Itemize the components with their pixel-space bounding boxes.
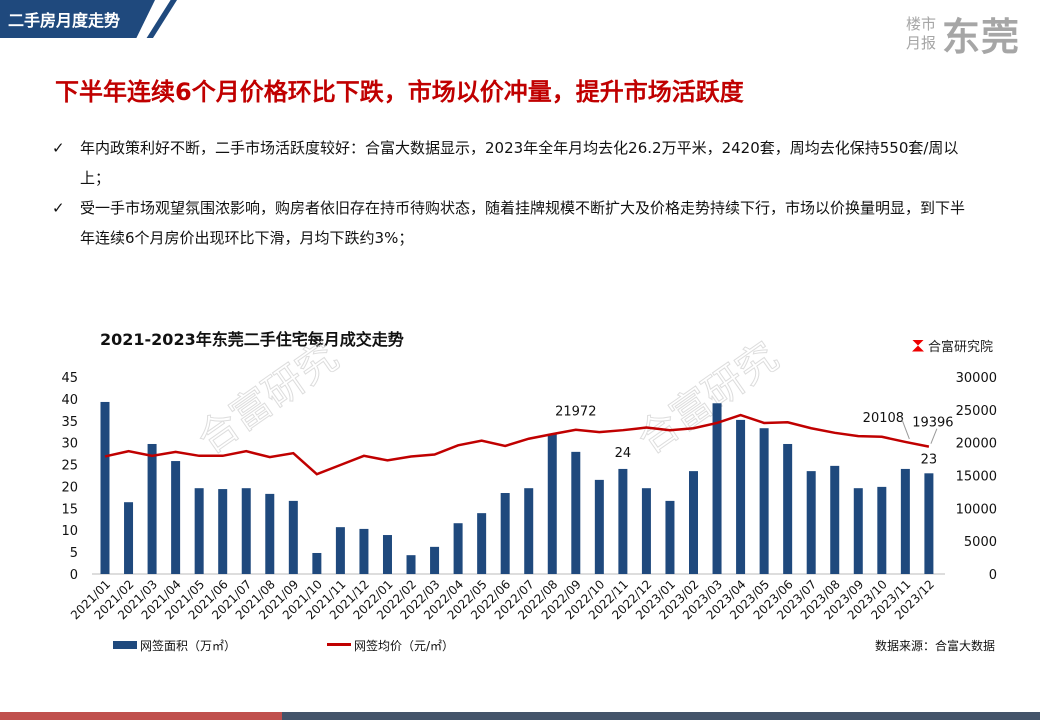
- y-right-tick-label: 5000: [964, 535, 997, 550]
- legend-swatch-price: [327, 643, 351, 646]
- y-left-tick-label: 5: [70, 546, 78, 561]
- y-left-tick-label: 20: [61, 480, 78, 495]
- bullet-item: ✓ 年内政策利好不断，二手市场活跃度较好：合富大数据显示，2023年全年月均去化2…: [52, 133, 972, 193]
- y-right-tick-label: 20000: [956, 437, 997, 452]
- y-left-tick-label: 45: [61, 371, 78, 386]
- bar: [641, 488, 651, 574]
- bar: [359, 528, 369, 574]
- brand-small-2: 月报: [905, 33, 936, 52]
- y-left-tick-label: 30: [61, 437, 78, 452]
- y-right-tick-label: 15000: [956, 470, 997, 485]
- y-left-tick-label: 10: [61, 524, 78, 539]
- section-title: 二手房月度走势: [8, 11, 121, 30]
- bar: [500, 493, 510, 574]
- bar: [241, 488, 251, 574]
- data-label: 19396: [912, 416, 953, 431]
- check-icon: ✓: [52, 139, 65, 157]
- bar: [218, 489, 228, 574]
- y-right-tick-label: 30000: [956, 371, 997, 386]
- bar: [830, 465, 840, 574]
- y-right-tick-label: 10000: [956, 502, 997, 517]
- bar: [171, 461, 181, 574]
- bar: [524, 488, 534, 574]
- bar: [571, 451, 581, 574]
- page-title: 下半年连续6个月价格环比下跌，市场以价冲量，提升市场活跃度: [55, 78, 744, 106]
- bar: [594, 479, 604, 574]
- chart-title: 2021-2023年东莞二手住宅每月成交走势: [100, 330, 404, 349]
- data-label: 20108: [863, 411, 904, 426]
- brand-small-1: 楼市: [905, 14, 936, 33]
- y-right-tick-label: 25000: [956, 404, 997, 419]
- bar: [806, 471, 816, 574]
- y-left-tick-label: 0: [70, 568, 78, 583]
- bar: [618, 468, 628, 574]
- leader-line: [900, 417, 910, 440]
- bar: [406, 555, 416, 574]
- watermark: 合富研究: [189, 334, 346, 463]
- data-label: 23: [921, 452, 938, 467]
- bar: [312, 552, 322, 574]
- legend-label-area: 网签面积（万㎡）: [140, 638, 236, 653]
- bar: [147, 443, 157, 574]
- bar: [453, 523, 463, 574]
- check-icon: ✓: [52, 199, 65, 217]
- bar: [100, 401, 110, 574]
- bar: [689, 471, 698, 574]
- source-logo: 合富研究院: [912, 336, 993, 355]
- bar: [900, 468, 910, 574]
- bar: [430, 546, 440, 574]
- y-left-tick-label: 40: [61, 393, 78, 408]
- footer-bar-red: [0, 712, 282, 720]
- y-left-tick-label: 35: [61, 415, 78, 430]
- data-label: 24: [615, 446, 632, 461]
- source-logo-text: 合富研究院: [928, 340, 994, 355]
- bar: [736, 419, 746, 574]
- bar: [124, 502, 134, 574]
- y-left-tick-label: 15: [61, 502, 78, 517]
- bar: [924, 473, 934, 574]
- leader-line: [930, 428, 938, 444]
- source-note: 数据来源：合富大数据: [875, 638, 995, 653]
- bar: [712, 403, 722, 574]
- bar: [265, 493, 275, 574]
- section-banner: [0, 0, 155, 38]
- y-right-tick-label: 0: [989, 568, 997, 583]
- bullet-text: 受一手市场观望氛围浓影响，购房者依旧存在持币待购状态，随着挂牌规模不断扩大及价格…: [80, 199, 966, 247]
- price-line: [104, 413, 930, 476]
- bar: [288, 500, 298, 574]
- bar: [194, 488, 204, 574]
- bar: [783, 443, 793, 574]
- footer-bar-blue: [282, 712, 1040, 720]
- bar: [335, 527, 345, 574]
- data-label: 21972: [555, 405, 596, 420]
- bar: [759, 428, 769, 574]
- legend-swatch-area: [113, 641, 137, 649]
- bar: [382, 535, 392, 574]
- brand-city: 东莞: [941, 15, 1020, 59]
- bullet-item: ✓ 受一手市场观望氛围浓影响，购房者依旧存在持币待购状态，随着挂牌规模不断扩大及价…: [52, 193, 972, 253]
- bar: [853, 488, 863, 574]
- brand-logo: 楼市 月报 东莞: [906, 6, 1020, 61]
- bar: [547, 433, 557, 574]
- bar: [665, 500, 675, 574]
- bullet-list: ✓ 年内政策利好不断，二手市场活跃度较好：合富大数据显示，2023年全年月均去化2…: [52, 133, 972, 253]
- y-left-tick-label: 25: [61, 459, 78, 474]
- bullet-text: 年内政策利好不断，二手市场活跃度较好：合富大数据显示，2023年全年月均去化26…: [80, 139, 959, 187]
- bar: [477, 513, 487, 574]
- bar: [877, 486, 887, 574]
- legend-label-price: 网签均价（元/㎡）: [354, 638, 454, 653]
